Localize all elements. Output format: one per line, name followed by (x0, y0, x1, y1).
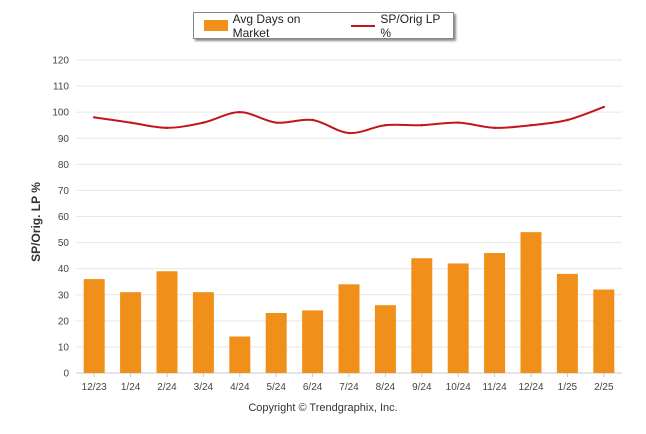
line-point[interactable] (129, 121, 132, 124)
legend: Avg Days on Market SP/Orig LP % (193, 12, 454, 40)
x-tick-label: 9/24 (412, 382, 432, 393)
y-tick-label: 30 (58, 290, 70, 301)
bar[interactable] (374, 305, 396, 373)
y-tick-label: 0 (63, 369, 69, 380)
line-point[interactable] (384, 124, 387, 127)
x-tick-label: 12/23 (82, 382, 107, 393)
line-point[interactable] (493, 126, 496, 130)
bar[interactable] (411, 258, 433, 373)
x-tick-label: 6/24 (303, 382, 323, 393)
line-point[interactable] (275, 121, 278, 124)
y-tick-label: 110 (53, 82, 69, 93)
y-tick-label: 120 (52, 56, 69, 67)
line-point[interactable] (566, 118, 569, 122)
x-tick-label: 1/25 (558, 382, 578, 393)
y-tick-label: 60 (58, 212, 70, 223)
y-tick-label: 70 (58, 186, 70, 197)
copyright-text: Copyright © Trendgraphix, Inc. (248, 402, 398, 414)
x-tick-label: 2/25 (594, 382, 614, 393)
line-point[interactable] (311, 118, 314, 122)
x-tick-label: 7/24 (339, 382, 359, 393)
y-axis-label: SP/Orig. LP % (29, 182, 43, 262)
bar[interactable] (192, 292, 214, 373)
line-point[interactable] (347, 131, 351, 135)
x-tick-label: 3/24 (194, 382, 214, 393)
legend-bar-label: Avg Days on Market (232, 11, 301, 40)
y-tick-label: 20 (58, 316, 70, 327)
bar[interactable] (156, 271, 178, 373)
bar[interactable] (265, 313, 287, 373)
line-series (93, 105, 605, 135)
y-tick-label: 50 (58, 238, 70, 249)
bar[interactable] (302, 310, 324, 373)
line-point[interactable] (602, 105, 605, 109)
bar[interactable] (447, 263, 469, 373)
x-axis-ticks: 12/23 1/24 2/24 3/24 4/24 5/24 6/24 7/24 8/24 9/2… (82, 373, 614, 393)
bar[interactable] (484, 253, 506, 373)
y-tick-label: 40 (58, 264, 70, 275)
x-tick-label: 8/24 (376, 382, 396, 393)
bar-series (83, 232, 615, 373)
y-tick-label: 90 (58, 134, 70, 145)
x-tick-label: 1/24 (121, 382, 141, 393)
y-tick-label: 10 (58, 342, 70, 353)
line-point[interactable] (457, 121, 460, 124)
line-point[interactable] (420, 124, 423, 127)
x-tick-label: 4/24 (230, 382, 250, 393)
x-tick-label: 2/24 (157, 382, 177, 393)
line-path (94, 106, 605, 135)
legend-bar-swatch (204, 20, 228, 31)
line-point[interactable] (202, 121, 205, 124)
bar[interactable] (556, 273, 578, 373)
line-point[interactable] (93, 116, 96, 119)
bar[interactable] (593, 289, 615, 373)
y-tick-label: 80 (58, 160, 70, 171)
bar[interactable] (520, 232, 542, 373)
bar[interactable] (120, 292, 142, 373)
bar[interactable] (83, 279, 105, 373)
legend-line-swatch (350, 24, 376, 27)
bar[interactable] (338, 284, 360, 373)
bar[interactable] (229, 336, 251, 373)
line-point[interactable] (529, 124, 533, 127)
x-tick-label: 12/24 (518, 382, 543, 393)
x-tick-label: 10/24 (446, 382, 471, 393)
line-point[interactable] (165, 126, 169, 130)
y-tick-label: 100 (52, 108, 69, 119)
legend-item-line[interactable]: SP/Orig LP % (339, 12, 453, 40)
x-tick-label: 5/24 (266, 382, 286, 393)
x-tick-label: 11/24 (482, 382, 507, 393)
legend-line-label: SP/Orig LP % (380, 11, 441, 40)
line-point[interactable] (238, 110, 241, 114)
y-axis-ticks: 0 10 20 30 40 50 60 70 80 90 100 110 120 (52, 56, 69, 380)
legend-item-bar[interactable]: Avg Days on Market (194, 12, 339, 40)
